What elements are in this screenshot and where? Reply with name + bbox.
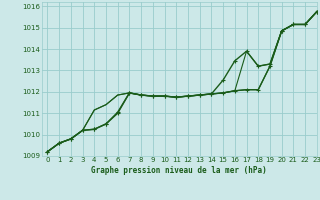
X-axis label: Graphe pression niveau de la mer (hPa): Graphe pression niveau de la mer (hPa): [91, 166, 267, 175]
